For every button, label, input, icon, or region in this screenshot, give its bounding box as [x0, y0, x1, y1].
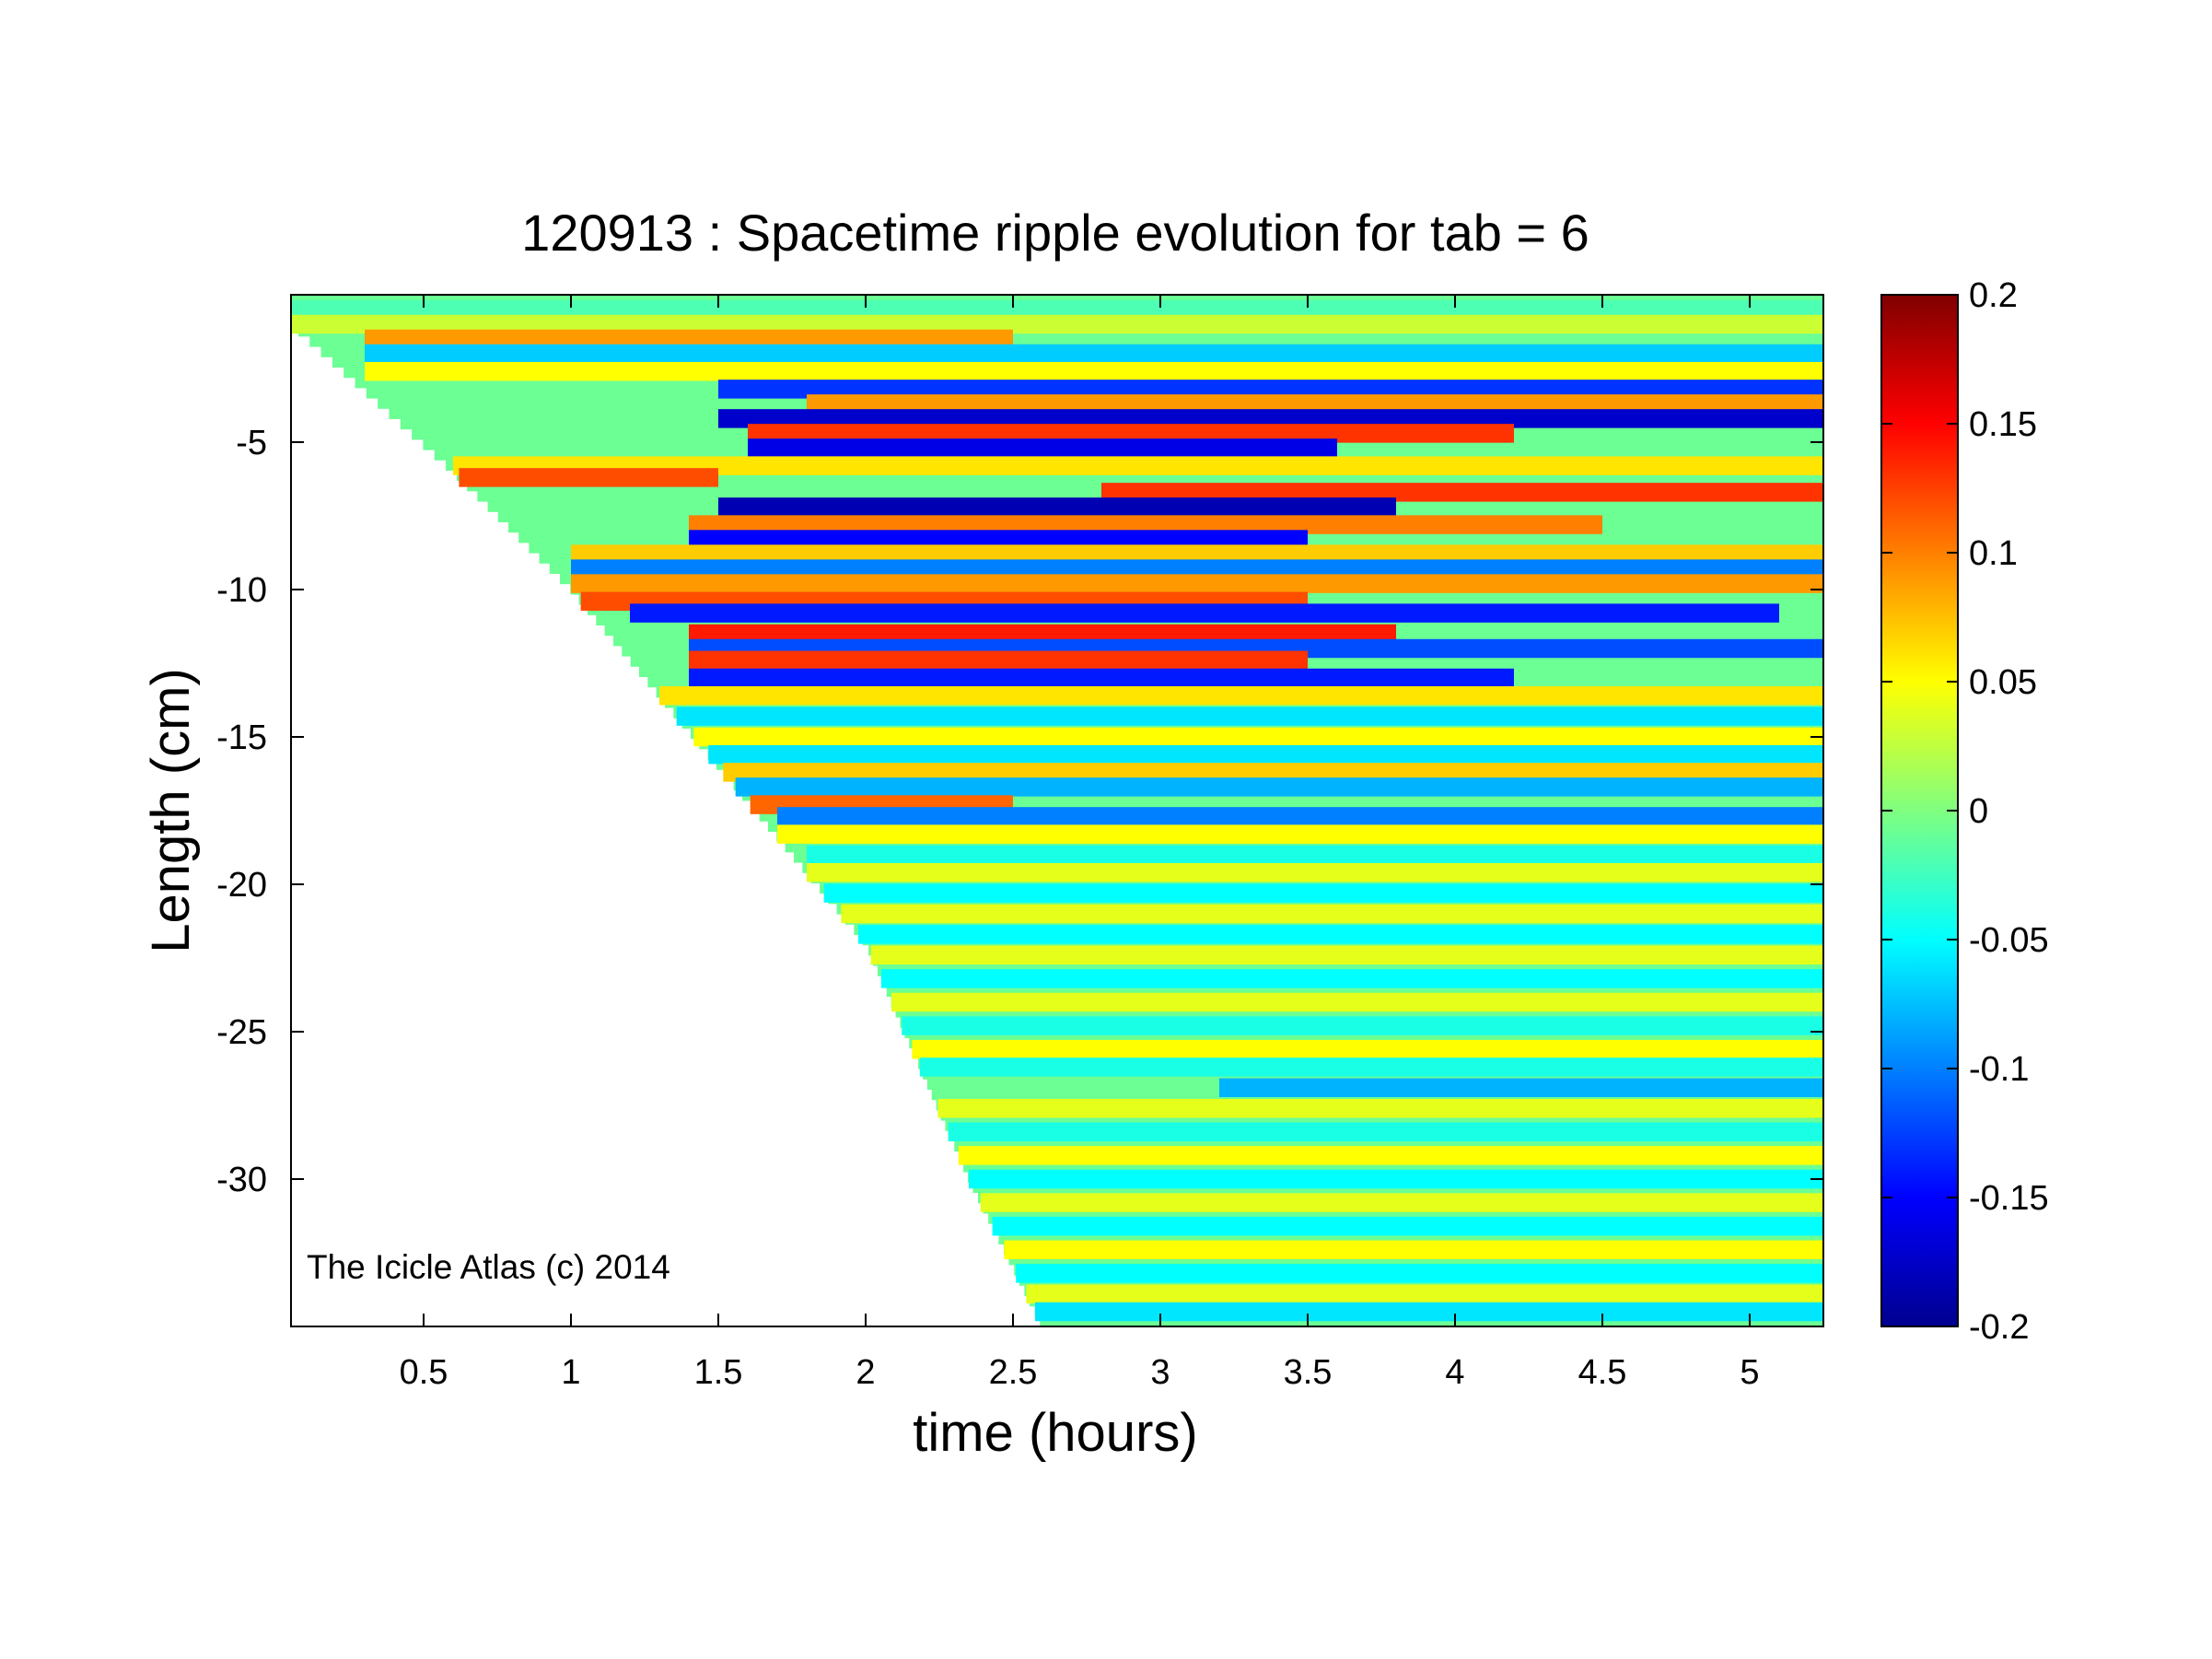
heatmap-band [870, 945, 1823, 965]
heatmap-band [937, 1098, 1823, 1118]
heatmap-base-row [457, 470, 1823, 482]
colorbar [1880, 294, 1959, 1327]
heatmap-band [689, 515, 1602, 534]
heatmap-band [708, 744, 1823, 765]
heatmap-band [777, 824, 1823, 844]
heatmap-band [453, 456, 1823, 475]
heatmap-band [948, 1122, 1823, 1142]
x-tick-label: 5 [1740, 1353, 1759, 1392]
heatmap-band [969, 1169, 1823, 1189]
heatmap-base-row [1008, 1254, 1823, 1266]
plot-frame [290, 294, 1824, 1327]
heatmap-band [912, 1039, 1823, 1059]
y-tick-label: -15 [216, 719, 267, 757]
heatmap-band [693, 727, 1823, 747]
heatmap-base-row [886, 986, 1823, 998]
heatmap-band [807, 845, 1823, 865]
heatmap-band [365, 344, 1823, 364]
heatmap-base-row [309, 335, 1823, 347]
heatmap-band [571, 559, 1823, 578]
x-tick-label: 4.5 [1578, 1353, 1627, 1392]
heatmap-band [630, 603, 1779, 623]
heatmap-band [958, 1146, 1823, 1165]
colorbar-tick-label: 0 [1969, 792, 1988, 831]
heatmap-base-row [751, 800, 1823, 812]
heatmap-band [858, 925, 1823, 944]
heatmap-band [823, 883, 1823, 903]
heatmap-band [459, 468, 718, 487]
heatmap-band [1004, 1240, 1823, 1260]
heatmap-band [992, 1216, 1823, 1236]
heatmap-band [365, 329, 1013, 349]
heatmap-band [1219, 1078, 1823, 1098]
x-tick-label: 1 [561, 1353, 580, 1392]
colorbar-axis: 0.2 0.15 0.1 0.05 0 -0.05 -0.1 -0.15 -0.2 [1881, 276, 2049, 1347]
heatmap-base-row [998, 1233, 1823, 1244]
colorbar-tick-label: -0.05 [1969, 921, 2049, 960]
x-tick-label: 3 [1150, 1353, 1170, 1392]
heatmap-band [291, 299, 1823, 320]
heatmap-band [571, 544, 1823, 564]
heatmap-band [735, 777, 1823, 797]
heatmap-band [807, 394, 1823, 414]
heatmap-band [748, 424, 1514, 443]
x-tick-label: 0.5 [400, 1353, 448, 1392]
watermark-annotation: The Icicle Atlas (c) 2014 [307, 1248, 670, 1286]
colorbar-tick-label: 0.1 [1969, 534, 2018, 573]
colorbar-tick-label: 0.15 [1969, 405, 2037, 444]
heatmap-band [1016, 1264, 1823, 1283]
heatmap-band [718, 497, 1396, 517]
heatmap-base-row [1040, 1315, 1823, 1326]
heatmap-band [689, 624, 1396, 644]
heatmap-band [748, 438, 1337, 458]
heatmap-band [689, 650, 1308, 671]
y-tick-label: -10 [216, 571, 267, 610]
heatmap-base-row [895, 1006, 1823, 1018]
x-tick-label: 1.5 [694, 1353, 743, 1392]
heatmap-band [902, 1016, 1823, 1035]
heatmap-band [365, 361, 1823, 381]
heatmap-band [676, 707, 1823, 726]
heatmap-field [291, 295, 1823, 1326]
heatmap-base-row [963, 1161, 1823, 1173]
heatmap-band [723, 763, 1823, 782]
heatmap-band [1026, 1284, 1823, 1304]
heatmap-band [777, 807, 1823, 826]
y-tick-label: -25 [216, 1013, 267, 1052]
heatmap-band [880, 969, 1823, 988]
colorbar-tick-label: -0.15 [1969, 1179, 2049, 1218]
heatmap-band [571, 574, 1823, 593]
heatmap-band [718, 380, 1823, 399]
x-tick-label: 3.5 [1284, 1353, 1333, 1392]
x-axis-label: time (hours) [913, 1403, 1197, 1463]
heatmap-band [980, 1193, 1823, 1212]
heatmap-band [659, 685, 1823, 706]
x-tick-label: 2.5 [989, 1353, 1038, 1392]
heatmap-band [718, 409, 1823, 428]
heatmap-band [689, 668, 1514, 688]
heatmap-band [291, 314, 1823, 334]
heatmap-band [689, 530, 1308, 549]
colorbar-tick-label: -0.2 [1969, 1308, 2029, 1347]
heatmap-band [841, 904, 1823, 924]
y-axis-label: Length (cm) [141, 668, 201, 952]
colorbar-tick-label: 0.2 [1969, 276, 2018, 315]
heatmap-band [891, 992, 1823, 1012]
colorbar-tick-label: -0.1 [1969, 1050, 2029, 1089]
y-tick-label: -30 [216, 1161, 267, 1199]
x-axis: 0.5 1 1.5 2 2.5 3 3.5 4 4.5 5 [400, 295, 1760, 1392]
y-axis: -5 -10 -15 -20 -25 -30 [216, 424, 1823, 1199]
heatmap-band [1035, 1302, 1823, 1322]
colorbar-tick-label: 0.05 [1969, 663, 2037, 702]
y-tick-label: -20 [216, 866, 267, 905]
heatmap-band [1101, 483, 1823, 502]
heatmap-band [919, 1057, 1823, 1077]
x-tick-label: 2 [856, 1353, 875, 1392]
chart-title: 120913 : Spacetime ripple evolution for … [521, 204, 1589, 262]
x-tick-label: 4 [1445, 1353, 1464, 1392]
heatmap-band [807, 862, 1823, 882]
y-tick-label: -5 [236, 424, 267, 462]
